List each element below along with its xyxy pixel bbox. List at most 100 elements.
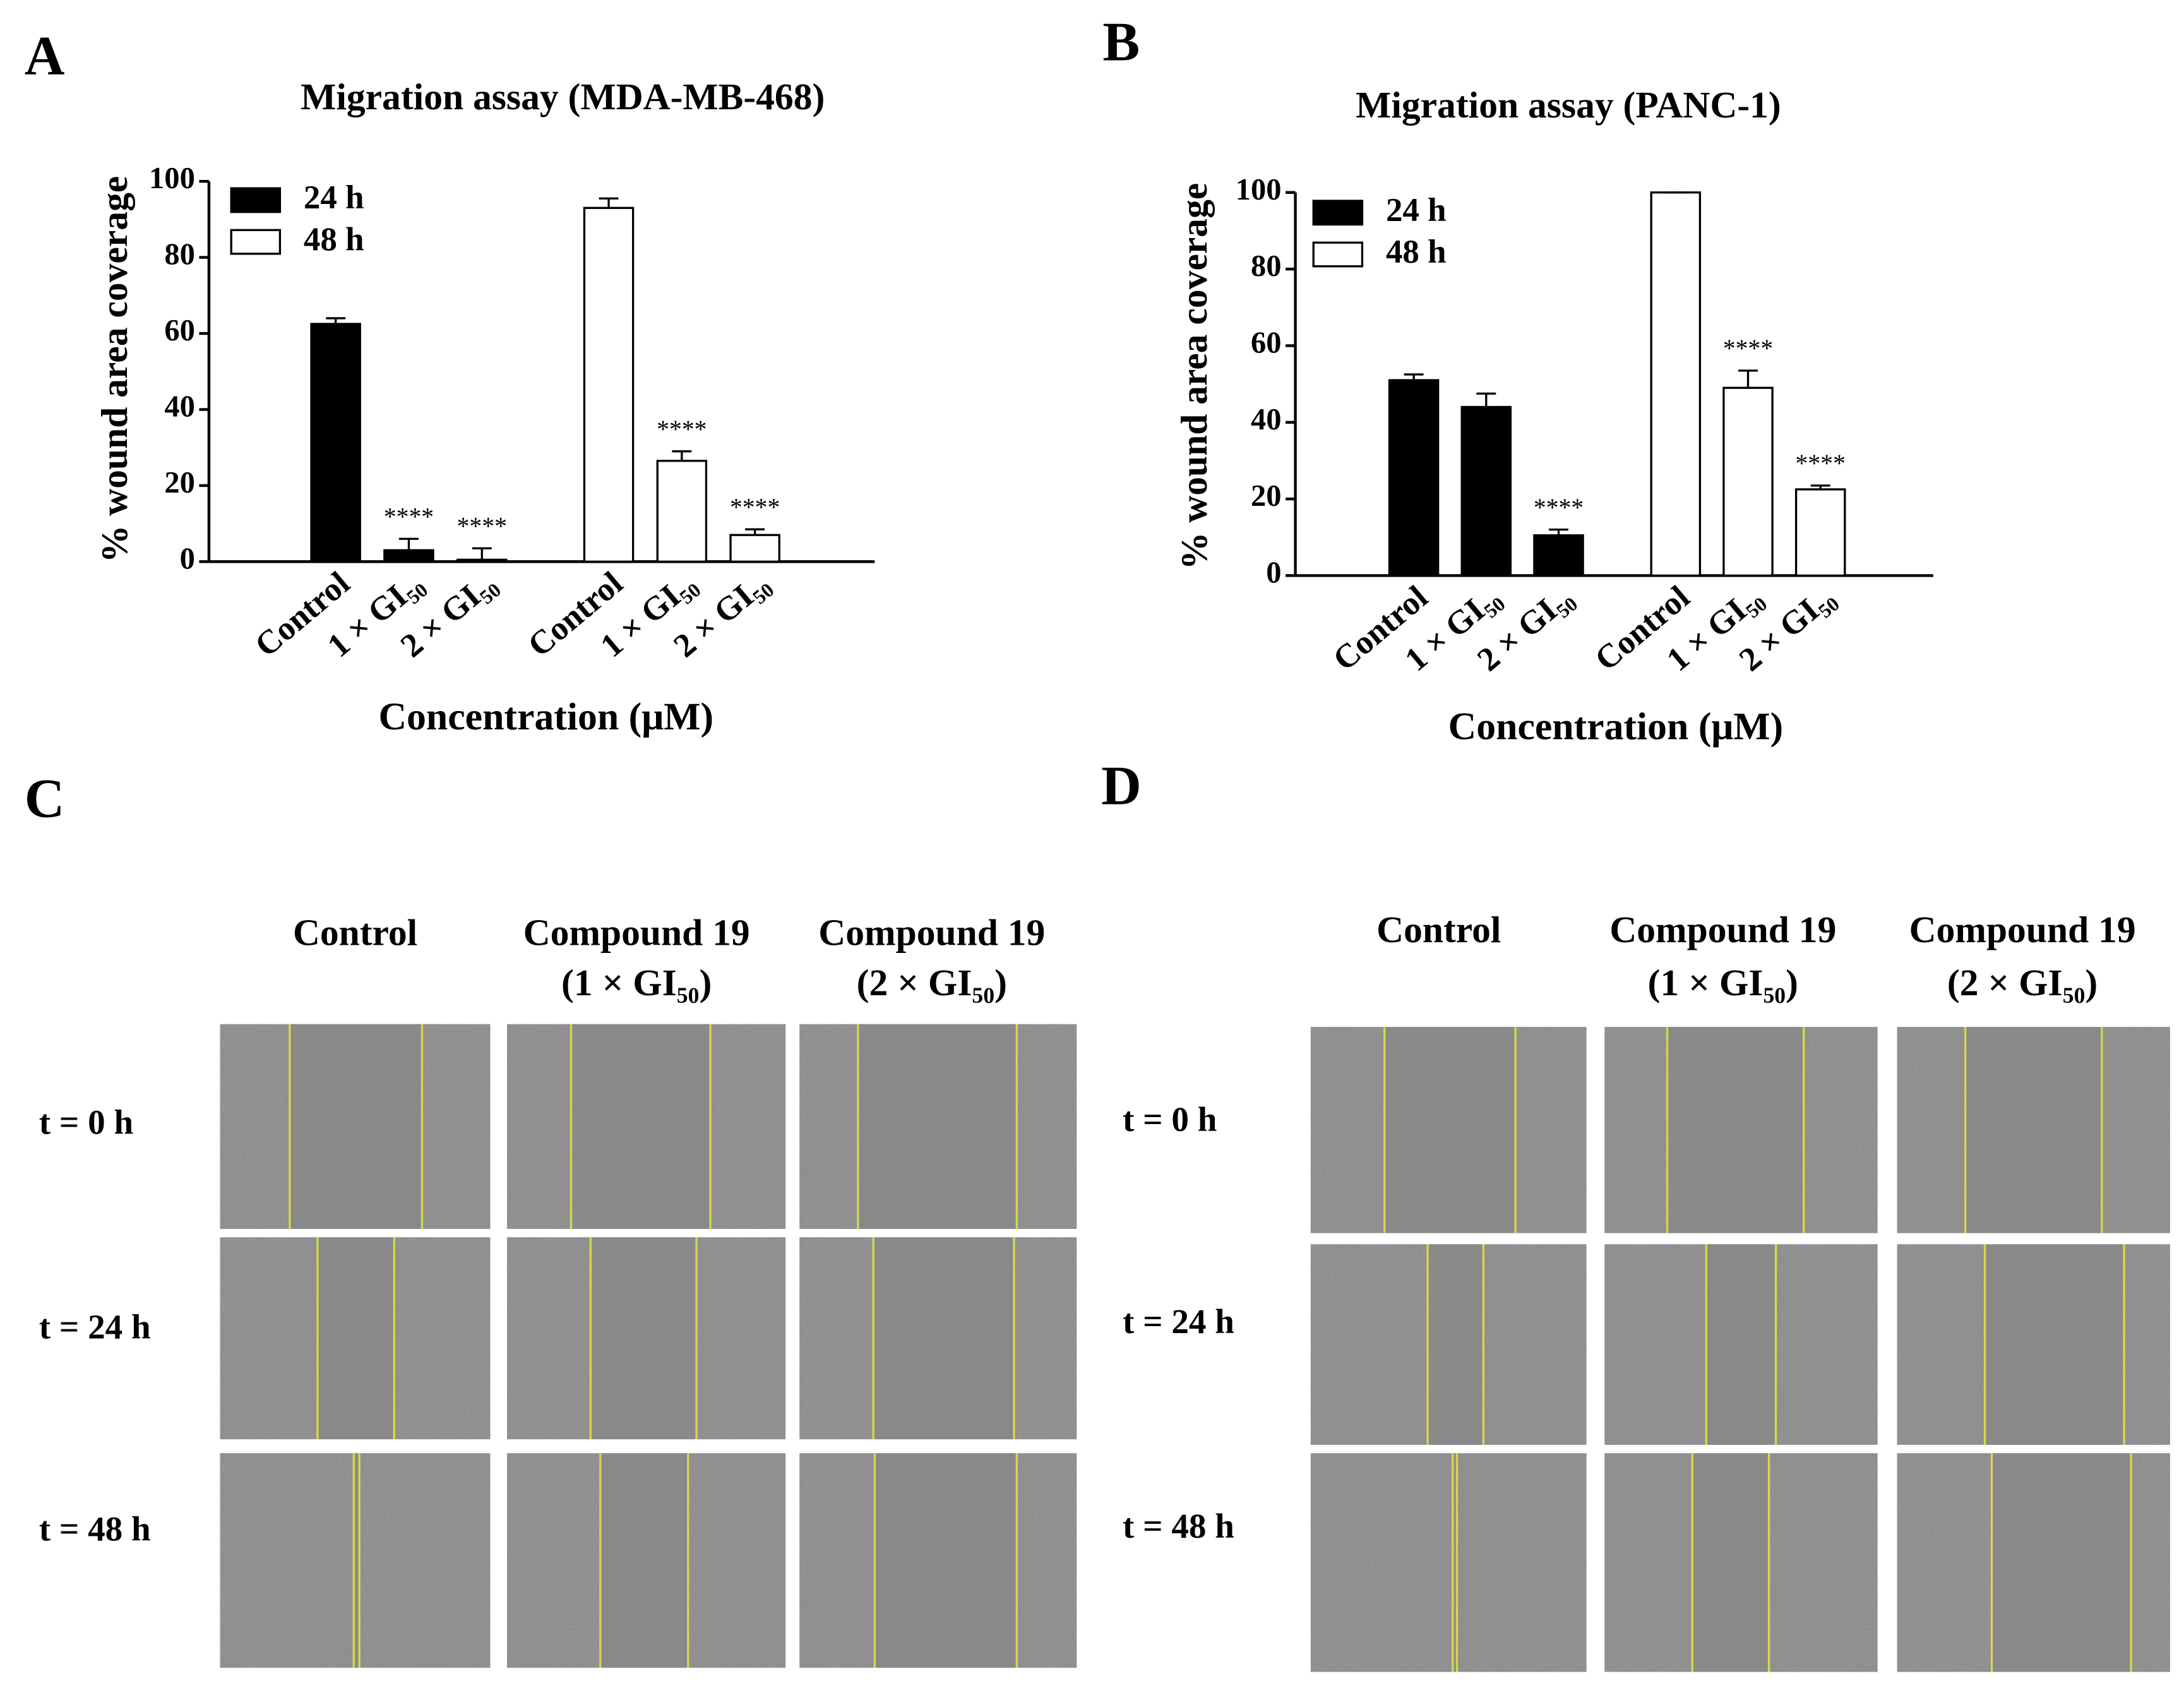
y-tick-label: 100 xyxy=(149,162,195,195)
cell-layer xyxy=(220,1024,290,1230)
bar xyxy=(1794,488,1846,577)
cell-layer xyxy=(799,1024,858,1230)
cell-layer xyxy=(1604,1244,1707,1445)
legend-swatch xyxy=(1312,241,1364,268)
row-label: t = 0 h xyxy=(1123,1100,1217,1139)
cell-layer xyxy=(1897,1244,1985,1445)
wound-area xyxy=(289,1024,422,1230)
column-header: (2 × GI₅₀) xyxy=(857,962,1007,1003)
wound-area xyxy=(1428,1244,1484,1445)
significance: **** xyxy=(1796,450,1846,477)
cell-layer xyxy=(506,1024,571,1230)
cell-layer xyxy=(506,1237,591,1440)
column-header: Control xyxy=(1376,909,1501,950)
significance: **** xyxy=(657,416,707,443)
cell-layer xyxy=(688,1453,786,1668)
cell-layer xyxy=(1604,1453,1693,1672)
cell-layer xyxy=(1457,1453,1587,1672)
wound-area xyxy=(1991,1453,2132,1672)
y-axis-label: % wound area coverage xyxy=(93,176,135,563)
column-header: Compound 19 xyxy=(1909,909,2136,950)
wound-area xyxy=(874,1453,1017,1668)
bar xyxy=(1533,534,1584,577)
cell-layer xyxy=(1803,1027,1878,1233)
cell-layer xyxy=(1310,1027,1385,1233)
legend-label: 24 h xyxy=(1386,192,1447,229)
legend-swatch xyxy=(230,229,282,255)
row-label: t = 48 h xyxy=(1123,1507,1234,1545)
cell-layer xyxy=(799,1453,875,1668)
y-tick-label: 40 xyxy=(164,390,195,424)
significance: **** xyxy=(730,493,780,521)
column-header: Control xyxy=(293,911,417,953)
cell-layer xyxy=(1310,1244,1428,1445)
wound-area xyxy=(1452,1453,1457,1672)
bar xyxy=(456,558,508,563)
wound-area xyxy=(1984,1244,2125,1445)
significance: **** xyxy=(1534,494,1584,522)
cell-layer xyxy=(1515,1027,1587,1233)
cell-layer xyxy=(1897,1453,1992,1672)
significance: **** xyxy=(457,513,507,541)
column-header: (2 × GI₅₀) xyxy=(1947,962,2097,1003)
chart-title: Migration assay (MDA-MB-468) xyxy=(301,76,825,117)
bar xyxy=(729,534,780,563)
cell-layer xyxy=(2124,1244,2170,1445)
cell-layer xyxy=(1897,1027,1966,1233)
wound-area xyxy=(857,1024,1017,1230)
wound-area xyxy=(1667,1027,1804,1233)
panel-letter: B xyxy=(1102,11,1140,73)
cell-layer xyxy=(1769,1453,1878,1672)
row-label: t = 24 h xyxy=(1123,1302,1234,1341)
wound-area xyxy=(571,1024,711,1230)
cell-layer xyxy=(359,1453,491,1668)
bar xyxy=(1460,405,1512,577)
bar xyxy=(583,207,635,563)
wound-area xyxy=(600,1453,688,1668)
cell-layer xyxy=(394,1237,491,1440)
y-tick-label: 20 xyxy=(164,466,195,500)
column-header: Compound 19 xyxy=(818,911,1045,953)
cell-layer xyxy=(1310,1453,1453,1672)
cell-layer xyxy=(799,1237,874,1440)
cell-layer xyxy=(422,1024,491,1230)
y-tick-label: 20 xyxy=(1251,479,1282,513)
bar xyxy=(1722,386,1774,577)
bar xyxy=(656,460,708,563)
bar xyxy=(1388,379,1440,577)
cell-layer xyxy=(1017,1453,1077,1668)
y-axis-label: % wound area coverage xyxy=(1173,183,1215,570)
y-tick-label: 60 xyxy=(164,314,195,347)
x-axis-label: Concentration (μM) xyxy=(378,695,713,738)
y-tick-label: 80 xyxy=(1251,249,1282,283)
legend-label: 24 h xyxy=(304,179,364,216)
cell-layer xyxy=(220,1453,354,1668)
bar xyxy=(310,323,361,563)
chart-title: Migration assay (PANC-1) xyxy=(1356,84,1781,126)
panel-letter: C xyxy=(25,767,65,829)
panel-letter: D xyxy=(1101,755,1142,817)
wound-area xyxy=(354,1453,360,1668)
cell-layer xyxy=(2131,1453,2170,1672)
x-axis-label: Concentration (μM) xyxy=(1448,705,1784,748)
wound-area xyxy=(317,1237,395,1440)
wound-area xyxy=(1384,1027,1516,1233)
significance: **** xyxy=(1723,335,1773,362)
row-label: t = 24 h xyxy=(39,1308,151,1346)
cell-layer xyxy=(506,1453,600,1668)
legend-swatch xyxy=(230,187,282,213)
row-label: t = 48 h xyxy=(39,1510,151,1548)
column-header: (1 × GI₅₀) xyxy=(1648,962,1798,1003)
bar xyxy=(383,549,434,563)
legend-label: 48 h xyxy=(304,221,364,258)
cell-layer xyxy=(1604,1027,1668,1233)
column-header: Compound 19 xyxy=(523,911,750,953)
column-header: (1 × GI₅₀) xyxy=(561,962,712,1003)
cell-layer xyxy=(220,1237,318,1440)
cell-layer xyxy=(1775,1244,1878,1445)
y-tick-label: 60 xyxy=(1251,326,1282,360)
y-tick-label: 80 xyxy=(164,238,195,272)
cell-layer xyxy=(2101,1027,2170,1233)
cell-layer xyxy=(696,1237,786,1440)
cell-layer xyxy=(1017,1024,1077,1230)
